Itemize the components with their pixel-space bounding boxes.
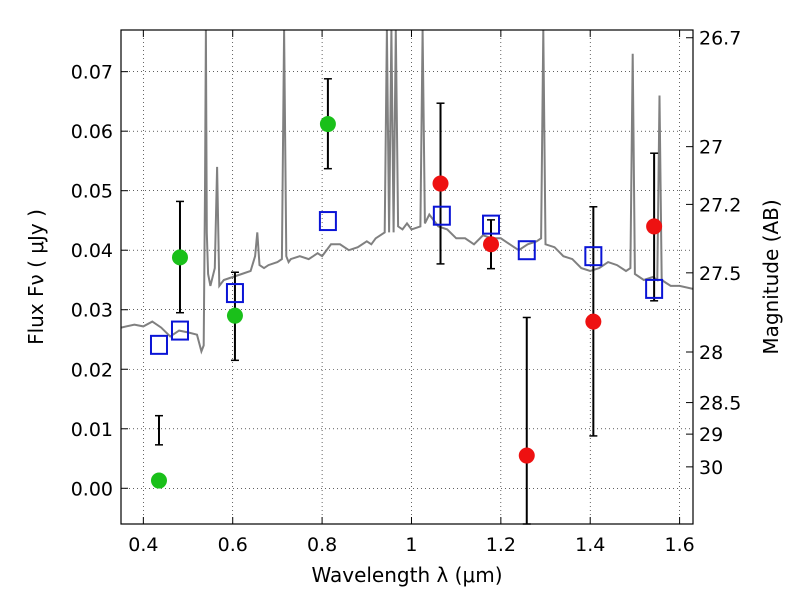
model-photometry-point (482, 214, 501, 235)
y2-tick-label: 28.5 (699, 393, 741, 415)
point-layer (149, 116, 664, 489)
tick-labels: 0.4 0.6 0.8 1 1.2 1.4 1.6 0.00 0.01 0.02 0.03 0.04 0… (71, 28, 742, 556)
y-tick-label: 0.04 (71, 240, 113, 262)
model-photometry-point (170, 320, 189, 341)
y-axis-label: Flux Fν ( μJy ) (24, 209, 48, 345)
y2-tick-label: 26.7 (699, 28, 741, 50)
model-photometry-point (517, 240, 536, 261)
y-tick-label: 0.05 (71, 181, 113, 203)
y-tick-label: 0.01 (71, 419, 113, 441)
x-tick-label: 0.4 (128, 534, 158, 556)
y2-tick-label: 30 (699, 457, 723, 479)
x-tick-label: 0.6 (218, 534, 248, 556)
tick-marks (121, 30, 693, 524)
green-measurements-point (171, 249, 188, 266)
y2-tick-label: 27.2 (699, 194, 741, 216)
model-photometry-point (318, 211, 337, 232)
y-tick-label: 0.07 (71, 62, 113, 84)
x-tick-label: 1.6 (664, 534, 694, 556)
y-tick-label: 0.06 (71, 121, 113, 143)
y-tick-label: 0.03 (71, 300, 113, 322)
red-measurements-point (646, 218, 663, 235)
x-tick-label: 1.4 (575, 534, 605, 556)
red-measurements-point (483, 236, 500, 253)
model-photometry-point (432, 205, 451, 226)
grid-lines (121, 30, 693, 524)
y-tick-label: 0.02 (71, 359, 113, 381)
model-photometry-point (584, 246, 603, 267)
y2-tick-label: 27 (699, 137, 723, 159)
y2-tick-label: 28 (699, 342, 723, 364)
x-tick-label: 0.8 (307, 534, 337, 556)
x-tick-label: 1 (405, 534, 417, 556)
y-tick-label: 0.00 (71, 478, 113, 500)
model-photometry-point (645, 278, 664, 299)
red-measurements-point (585, 313, 602, 330)
y2-tick-label: 27.5 (699, 263, 741, 285)
x-tick-label: 1.2 (486, 534, 516, 556)
green-measurements-point (150, 472, 167, 489)
plot-frame (120, 29, 694, 525)
model-photometry-point (149, 334, 168, 355)
y2-tick-label: 29 (699, 424, 723, 446)
red-measurements-point (518, 447, 535, 464)
model-photometry-point (225, 283, 244, 304)
green-measurements-point (319, 116, 336, 133)
x-axis-label: Wavelength λ (μm) (311, 563, 502, 587)
red-measurements-point (432, 175, 449, 192)
spectrum-line (121, 30, 693, 355)
green-measurements-point (226, 307, 243, 324)
y2-axis-label: Magnitude (AB) (759, 199, 783, 354)
spectrum-layer (121, 30, 693, 355)
